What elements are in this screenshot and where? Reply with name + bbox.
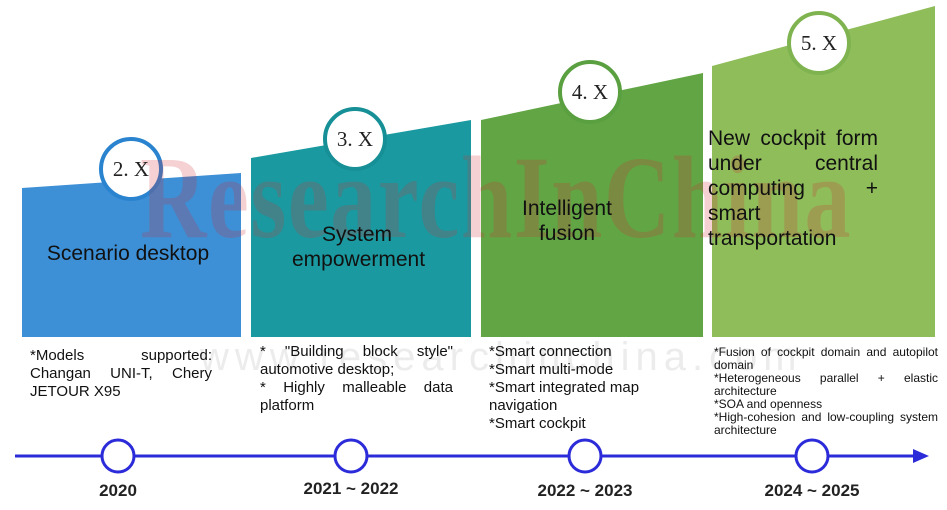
stage-2-panel	[251, 120, 471, 337]
stage-3-details: *Smart connection *Smart multi-mode *Sma…	[489, 343, 689, 433]
stage-1-badge: 2. X	[112, 156, 150, 181]
timeline-arrow-icon	[913, 449, 929, 463]
timeline-node-1	[100, 438, 136, 474]
stage-4-title: New cockpit form under central computing…	[708, 127, 878, 250]
stage-4-panel	[712, 6, 935, 337]
stage-3-year: 2022 ~ 2023	[537, 481, 633, 500]
stage-4-badge-circle	[787, 11, 851, 75]
stage-3-title: Intelligent fusion	[522, 197, 612, 245]
stage-4-detail-4: *High-cohesion and low-coupling system a…	[714, 410, 938, 437]
stage-3-detail-2: *Smart multi-mode	[489, 361, 614, 378]
stage-4-year: 2024 ~ 2025	[764, 481, 860, 500]
stage-1-year: 2020	[99, 481, 137, 500]
stage-4-detail-3: *SOA and openness	[714, 397, 823, 411]
stage-1-badge-circle	[99, 137, 163, 201]
stage-2-badge: 3. X	[336, 126, 374, 151]
timeline-node-2	[333, 438, 369, 474]
stage-3-panel	[481, 73, 703, 337]
stage-2-badge-circle	[323, 107, 387, 171]
stage-1-title: Scenario desktop	[46, 242, 210, 265]
stage-4-details: *Fusion of cockpit domain and autopilot …	[714, 346, 938, 437]
stage-1-panel	[22, 173, 241, 337]
stage-4-badge: 5. X	[800, 30, 838, 55]
timeline-node-4	[794, 438, 830, 474]
stage-2-details: * "Building block style" automotive desk…	[260, 343, 453, 415]
stage-2-detail-1: * "Building block style" automotive desk…	[260, 343, 453, 378]
stage-2-year: 2021 ~ 2022	[303, 479, 399, 498]
stage-4-detail-2: *Heterogeneous parallel + elastic archit…	[714, 371, 938, 398]
stage-3-detail-3: *Smart integrated map navigation	[489, 379, 640, 414]
stage-3-badge-circle	[558, 60, 622, 124]
stage-3-detail-4: *Smart cockpit	[489, 415, 586, 432]
stage-2-title: System empowerment	[292, 223, 426, 271]
stage-3-detail-1: *Smart connection	[489, 343, 612, 360]
stage-2-detail-2: * Highly malleable data platform	[260, 379, 453, 414]
stage-4-detail-1: *Fusion of cockpit domain and autopilot …	[714, 345, 938, 372]
stage-1-details: *Models supported: Changan UNI-T, Chery …	[30, 347, 212, 401]
stage-3-badge: 4. X	[571, 79, 609, 104]
stage-1-detail-1: *Models supported: Changan UNI-T, Chery …	[30, 347, 212, 400]
timeline-node-3	[567, 438, 603, 474]
